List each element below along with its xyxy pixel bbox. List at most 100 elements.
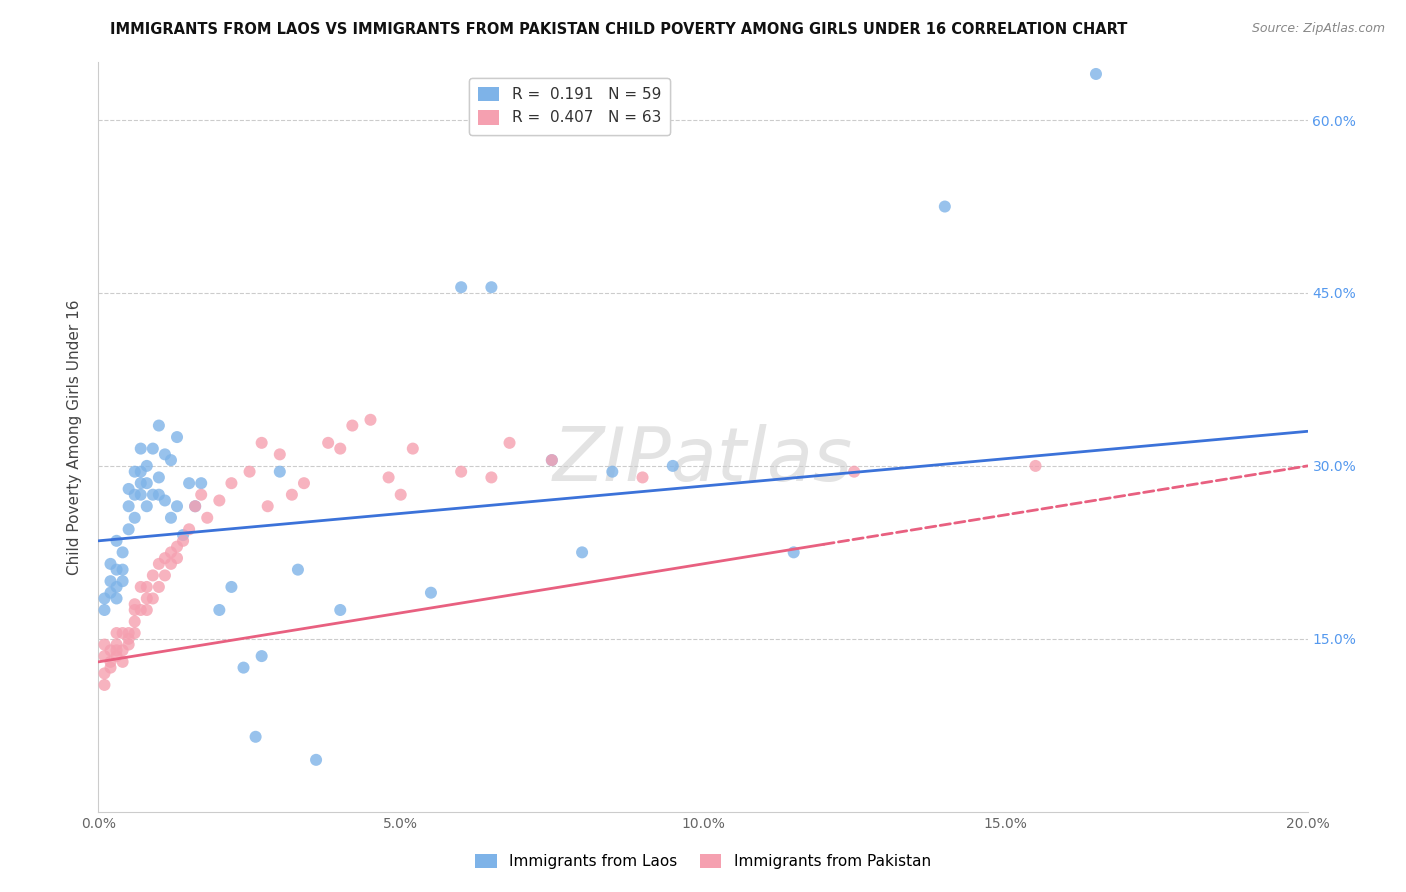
Point [1085, 67, 1108, 81]
Point [540, 453, 562, 467]
Point [179, 522, 201, 536]
Point [124, 465, 146, 479]
Point [498, 435, 520, 450]
Point [105, 580, 128, 594]
Point [195, 510, 218, 524]
Point [111, 655, 134, 669]
Point [342, 418, 364, 433]
Point [1024, 458, 1046, 473]
Point [118, 522, 141, 536]
Point [124, 597, 146, 611]
Point [148, 488, 170, 502]
Point [166, 540, 188, 554]
Point [481, 470, 503, 484]
Point [100, 655, 122, 669]
Point [783, 545, 806, 559]
Point [232, 660, 254, 674]
Point [93, 666, 115, 681]
Point [142, 442, 165, 456]
Point [287, 563, 309, 577]
Point [105, 649, 128, 664]
Point [450, 280, 472, 294]
Point [208, 493, 231, 508]
Point [100, 660, 122, 674]
Point [135, 603, 157, 617]
Point [118, 482, 141, 496]
Point [221, 476, 243, 491]
Point [111, 626, 134, 640]
Legend: Immigrants from Laos, Immigrants from Pakistan: Immigrants from Laos, Immigrants from Pa… [470, 847, 936, 875]
Point [124, 510, 146, 524]
Point [166, 430, 188, 444]
Point [118, 626, 141, 640]
Point [135, 580, 157, 594]
Point [661, 458, 683, 473]
Point [135, 591, 157, 606]
Point [160, 510, 183, 524]
Legend: R =  0.191   N = 59, R =  0.407   N = 63: R = 0.191 N = 59, R = 0.407 N = 63 [468, 78, 671, 135]
Point [105, 643, 128, 657]
Point [129, 476, 152, 491]
Point [153, 551, 176, 566]
Point [100, 643, 122, 657]
Point [602, 465, 624, 479]
Point [329, 603, 352, 617]
Point [377, 470, 399, 484]
Point [190, 476, 212, 491]
Point [540, 453, 562, 467]
Point [105, 626, 128, 640]
Point [100, 574, 122, 589]
Point [118, 632, 141, 646]
Point [245, 730, 267, 744]
Point [129, 580, 152, 594]
Text: IMMIGRANTS FROM LAOS VS IMMIGRANTS FROM PAKISTAN CHILD POVERTY AMONG GIRLS UNDER: IMMIGRANTS FROM LAOS VS IMMIGRANTS FROM … [110, 22, 1128, 37]
Point [481, 280, 503, 294]
Point [105, 533, 128, 548]
Point [135, 476, 157, 491]
Point [269, 465, 291, 479]
Point [135, 500, 157, 514]
Point [250, 649, 273, 664]
Point [148, 580, 170, 594]
Point [129, 488, 152, 502]
Point [160, 453, 183, 467]
Point [153, 493, 176, 508]
Point [153, 447, 176, 461]
Point [292, 476, 315, 491]
Point [190, 488, 212, 502]
Point [172, 533, 194, 548]
Point [389, 488, 412, 502]
Point [269, 447, 291, 461]
Point [844, 465, 866, 479]
Point [184, 500, 207, 514]
Point [571, 545, 593, 559]
Point [105, 638, 128, 652]
Point [111, 643, 134, 657]
Point [100, 557, 122, 571]
Point [105, 563, 128, 577]
Point [100, 585, 122, 599]
Point [93, 638, 115, 652]
Point [208, 603, 231, 617]
Point [135, 458, 157, 473]
Point [118, 500, 141, 514]
Point [148, 418, 170, 433]
Point [166, 551, 188, 566]
Point [934, 200, 956, 214]
Point [631, 470, 654, 484]
Point [129, 442, 152, 456]
Point [129, 603, 152, 617]
Point [256, 500, 278, 514]
Point [129, 465, 152, 479]
Point [250, 435, 273, 450]
Point [148, 557, 170, 571]
Point [281, 488, 304, 502]
Point [105, 591, 128, 606]
Point [160, 557, 183, 571]
Point [111, 563, 134, 577]
Point [420, 585, 443, 599]
Point [166, 500, 188, 514]
Point [124, 603, 146, 617]
Point [111, 574, 134, 589]
Y-axis label: Child Poverty Among Girls Under 16: Child Poverty Among Girls Under 16 [67, 300, 83, 574]
